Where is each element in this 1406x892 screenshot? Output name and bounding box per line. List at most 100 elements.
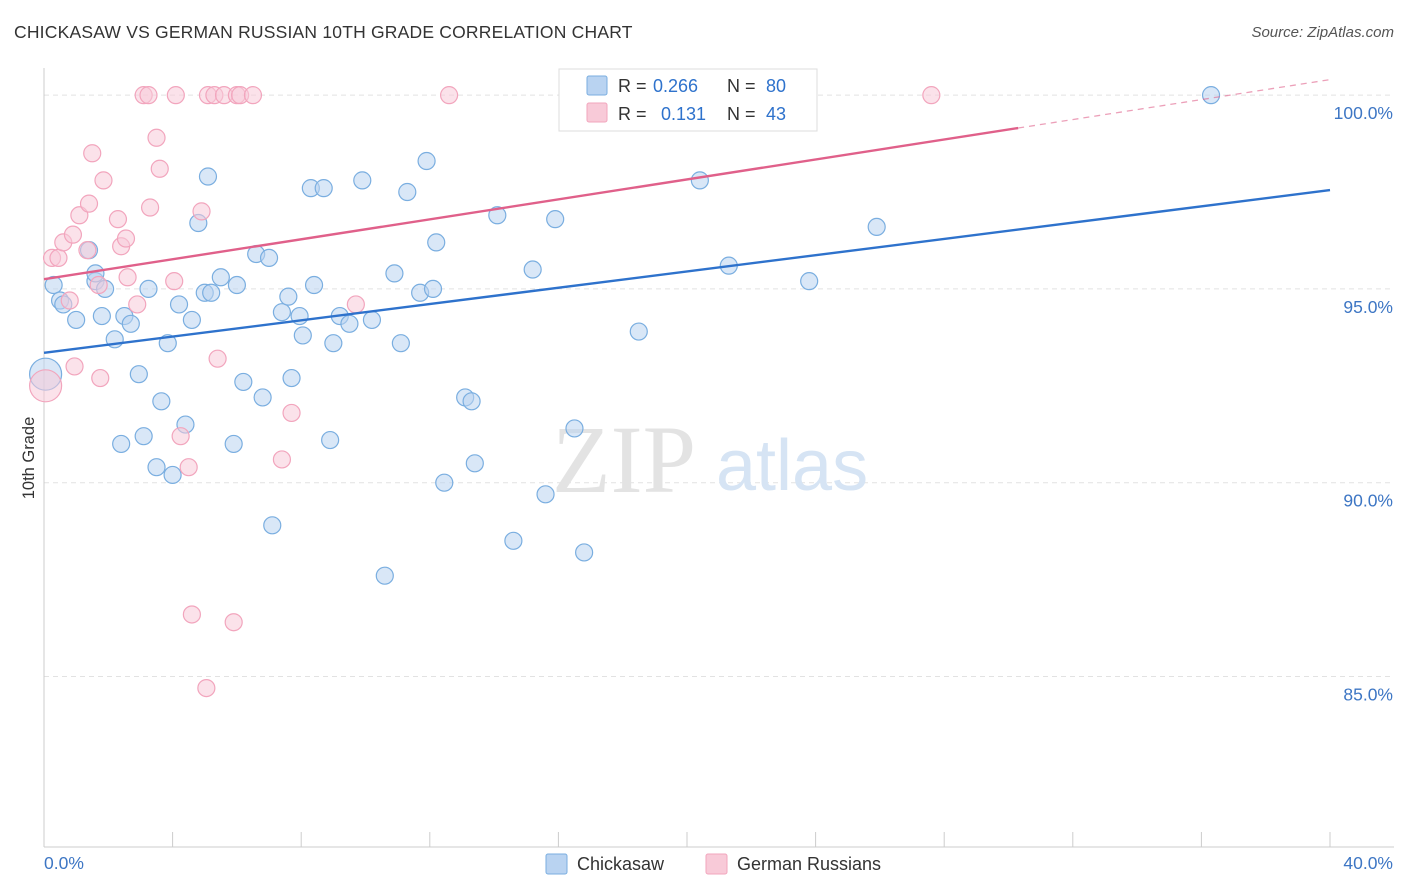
y-tick-label-2: 90.0% — [1343, 491, 1393, 511]
legend-n-label-chickasaw: N = — [727, 76, 756, 96]
legend-r-label-german-russians: R = — [618, 104, 647, 124]
data-point — [139, 86, 158, 105]
data-point — [867, 217, 886, 237]
data-point — [253, 388, 272, 407]
data-point — [690, 171, 709, 190]
data-point — [182, 310, 201, 330]
data-point — [272, 303, 292, 322]
legend-r-value-german-russians: 0.131 — [661, 104, 706, 124]
legend-r-value-chickasaw: 0.266 — [653, 76, 698, 96]
data-point — [121, 314, 140, 333]
data-point — [417, 151, 436, 171]
data-point — [49, 248, 68, 268]
x-axis-ticks — [172, 832, 1331, 847]
data-point — [91, 368, 110, 388]
data-point — [922, 86, 941, 105]
data-point — [29, 369, 63, 403]
data-point — [150, 159, 169, 178]
data-point — [362, 310, 382, 330]
data-point — [166, 86, 185, 105]
trend-line-extension-1 — [1018, 78, 1331, 129]
data-point — [340, 314, 359, 333]
series-1-points — [29, 86, 941, 698]
data-point — [94, 171, 113, 190]
data-point — [92, 306, 111, 326]
legend-swatch-chickasaw — [586, 75, 608, 96]
data-point — [234, 372, 253, 392]
data-point — [293, 326, 312, 345]
data-point — [314, 179, 333, 198]
data-point — [304, 275, 324, 295]
data-point — [565, 419, 584, 438]
trend-line-0 — [43, 188, 1331, 355]
data-point — [78, 241, 97, 260]
data-points — [29, 86, 1221, 698]
data-point — [282, 368, 301, 388]
series-legend-label-chickasaw: Chickasaw — [577, 854, 665, 874]
trend-line-1 — [43, 126, 1019, 281]
y-axis-label: 10th Grade — [20, 417, 38, 500]
data-point — [198, 167, 218, 186]
y-tick-label-3: 85.0% — [1343, 684, 1393, 704]
data-point — [435, 473, 454, 492]
data-point — [488, 206, 507, 225]
data-point — [263, 516, 282, 535]
data-point — [70, 206, 89, 225]
series-legend-swatch-german-russians — [705, 853, 728, 875]
x-tick-label-min: 0.0% — [44, 853, 84, 873]
data-point — [171, 427, 190, 446]
data-point — [134, 427, 153, 446]
data-point — [67, 310, 86, 330]
data-point — [112, 434, 131, 454]
data-point — [575, 543, 594, 562]
data-point — [800, 272, 819, 291]
data-point — [118, 268, 137, 287]
series-0-points — [29, 86, 1221, 585]
data-point — [279, 287, 298, 306]
watermark: ZIP atlas — [552, 406, 868, 513]
data-point — [224, 613, 243, 632]
legend-n-value-chickasaw: 80 — [766, 76, 786, 96]
chart-source: Source: ZipAtlas.com — [1251, 24, 1394, 41]
y-tick-label-1: 95.0% — [1343, 297, 1393, 317]
data-point — [60, 291, 79, 310]
data-point — [282, 403, 301, 423]
data-point — [398, 182, 417, 202]
trend-lines — [43, 78, 1331, 355]
y-tick-label-0: 100.0% — [1334, 103, 1393, 123]
legend-swatch-german-russians — [586, 102, 608, 123]
data-point — [79, 194, 99, 213]
legend-r-label-chickasaw: R = — [618, 76, 647, 96]
data-point — [211, 268, 230, 287]
data-point — [465, 454, 484, 473]
data-point — [208, 349, 227, 368]
data-point — [179, 458, 198, 477]
data-point — [536, 485, 555, 504]
data-point — [63, 225, 83, 244]
series-legend: Chickasaw German Russians — [545, 853, 881, 875]
legend-n-value-german-russians: 43 — [766, 104, 786, 124]
data-point — [629, 322, 648, 341]
data-point — [324, 334, 343, 353]
data-point — [321, 430, 340, 450]
data-point — [163, 465, 182, 485]
data-point — [147, 128, 166, 147]
data-point — [89, 275, 108, 295]
data-point — [83, 144, 102, 163]
data-point — [375, 566, 394, 585]
data-point — [546, 210, 565, 229]
data-point — [128, 295, 147, 314]
data-point — [129, 365, 148, 384]
stats-legend: R = 0.266 N = 80 R = 0.131 N = 43 — [558, 68, 818, 132]
data-point — [197, 678, 216, 698]
data-point — [182, 605, 201, 624]
data-point — [227, 275, 246, 295]
data-point — [140, 198, 160, 217]
data-point — [272, 450, 292, 469]
series-legend-label-german-russians: German Russians — [737, 854, 881, 874]
data-point — [116, 229, 136, 248]
data-point — [439, 86, 459, 105]
watermark-atlas: atlas — [716, 426, 868, 506]
y-tick-labels: 100.0% 95.0% 90.0% 85.0% — [1334, 103, 1393, 704]
